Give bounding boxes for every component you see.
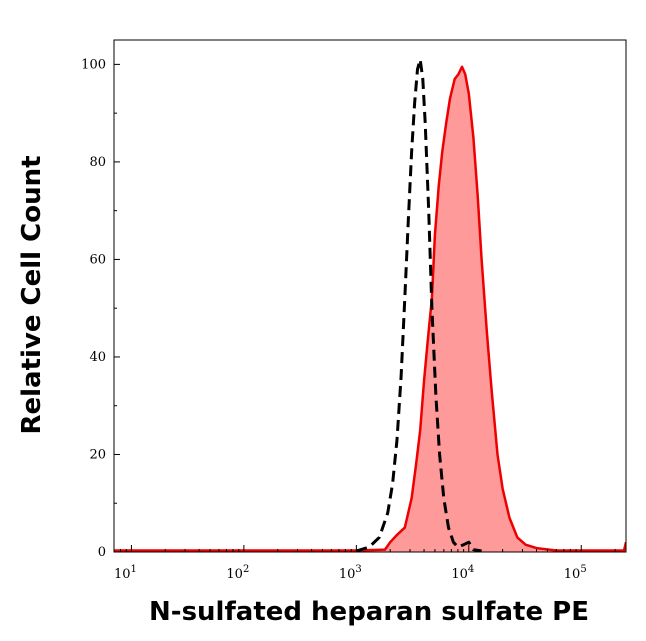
y-tick-label: 40 (89, 350, 106, 365)
x-tick-label: 102 (226, 564, 249, 582)
y-axis-title: Relative Cell Count (17, 155, 47, 434)
y-tick-label: 100 (81, 57, 106, 72)
plot-area-frame (113, 39, 627, 553)
x-tick-label: 104 (451, 564, 474, 582)
x-axis-title: N-sulfated heparan sulfate PE (149, 597, 589, 627)
y-tick-label: 80 (89, 155, 106, 170)
x-tick-label: 103 (339, 564, 362, 582)
y-tick-label: 60 (89, 252, 106, 267)
series-0-line (114, 65, 626, 552)
x-tick-label: 101 (114, 564, 137, 582)
x-tick-label: 105 (564, 564, 587, 582)
series-0-area (114, 66, 626, 552)
series-1-dashed-line (355, 58, 482, 552)
y-tick-label: 20 (89, 447, 106, 462)
y-tick-label: 0 (98, 545, 106, 560)
